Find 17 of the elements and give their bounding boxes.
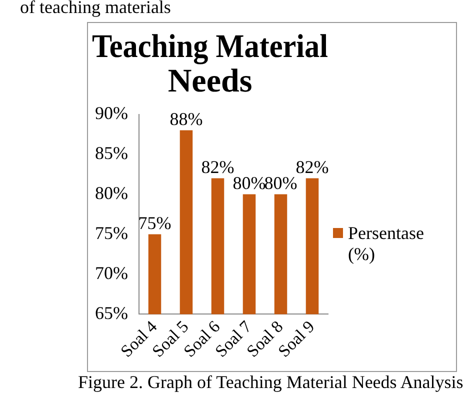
data-label: 82% (201, 157, 234, 177)
data-label: 80% (232, 172, 266, 193)
text: Teaching Material (92, 28, 328, 64)
y-tick-label: 90% (94, 103, 128, 124)
y-tick-label: 65% (94, 302, 128, 323)
y-tick-label: 85% (94, 143, 128, 164)
text: of teaching materials (20, 0, 171, 18)
data-label: 75% (138, 212, 172, 233)
data-label: 82% (296, 157, 329, 177)
data-label: 80% (264, 172, 298, 193)
y-tick-label: 75% (94, 222, 128, 243)
y-tick-label: 70% (94, 262, 128, 283)
y-tick-label: 80% (94, 182, 128, 203)
caption: Figure 2. Graph of Teaching Material Needs Analysis (78, 372, 464, 393)
data-label: 88% (170, 109, 203, 130)
text: Needs (168, 64, 252, 100)
legend-label: Persentase (%) (348, 223, 425, 265)
